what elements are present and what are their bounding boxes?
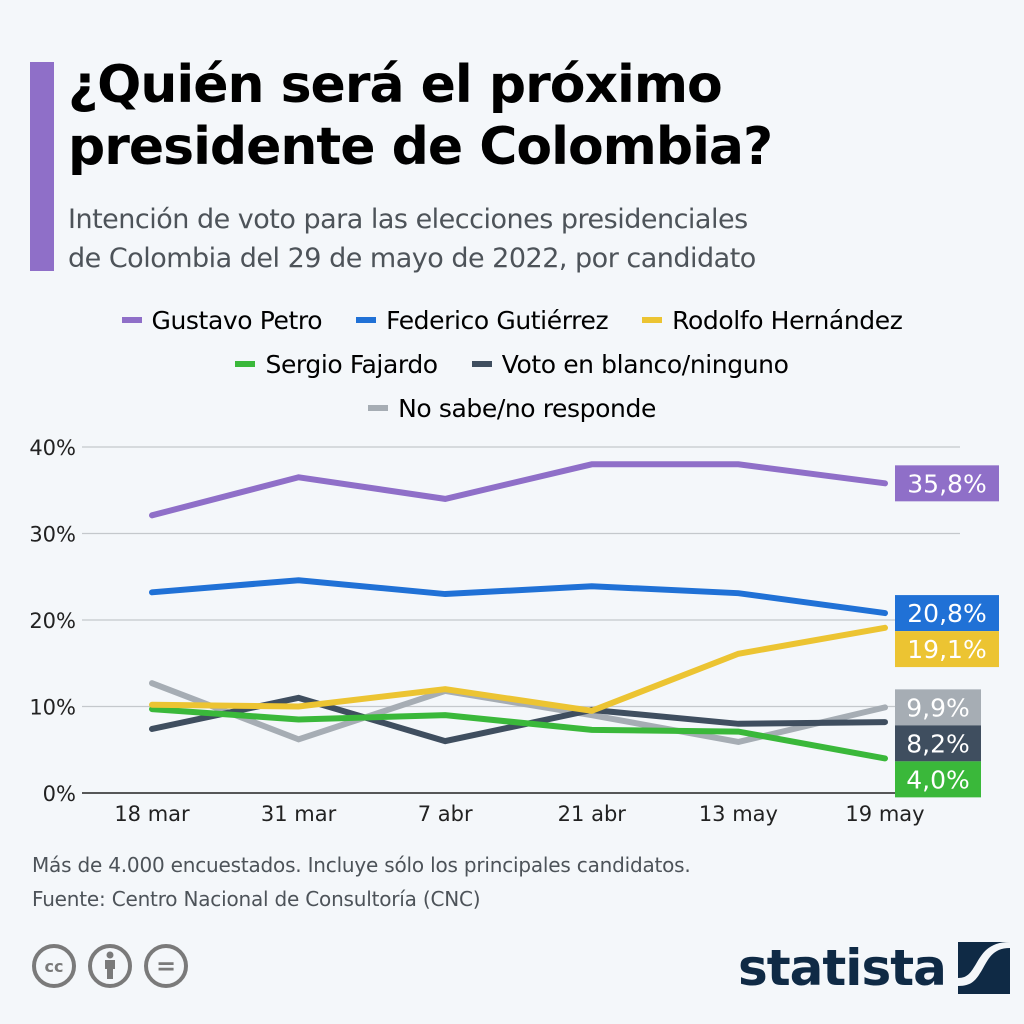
legend-label: Gustavo Petro	[151, 305, 323, 335]
subtitle-line-1: Intención de voto para las elecciones pr…	[68, 204, 748, 235]
end-label-text: 9,9%	[906, 693, 970, 722]
end-label-text: 35,8%	[907, 469, 986, 498]
nd-glyph: =	[155, 952, 177, 980]
legend-item-petro[interactable]: Gustavo Petro	[121, 305, 323, 335]
legend-swatch-petro	[121, 317, 142, 323]
legend-swatch-hernandez	[642, 317, 663, 323]
legend-item-nsnr[interactable]: No sabe/no responde	[368, 394, 656, 423]
legend-row-3: No sabe/no responde	[0, 386, 1024, 430]
no-derivatives-icon[interactable]: =	[144, 944, 188, 988]
chart-title: ¿Quién será el próximo presidente de Col…	[68, 54, 1008, 178]
legend-label: Federico Gutiérrez	[386, 305, 609, 335]
x-tick-label: 7 abr	[418, 802, 473, 826]
legend-item-blanco[interactable]: Voto en blanco/ninguno	[471, 349, 789, 379]
end-label-text: 20,8%	[907, 599, 986, 628]
end-label: 19,1%	[895, 631, 999, 668]
legend-row-2: Sergio Fajardo Voto en blanco/ninguno	[0, 342, 1024, 386]
statista-mark-icon	[957, 942, 1010, 994]
legend-label: No sabe/no responde	[398, 393, 656, 423]
x-tick-label: 13 may	[699, 802, 778, 826]
legend-swatch-nsnr	[368, 405, 389, 411]
series-lines	[149, 461, 888, 762]
end-label-box	[895, 631, 999, 668]
title-line-2: presidente de Colombia?	[68, 117, 773, 177]
attribution-icon[interactable]	[88, 944, 132, 988]
series-line-federico-guti-rrez	[149, 577, 888, 617]
legend-swatch-blanco	[471, 361, 492, 367]
cc-glyph: cc	[44, 956, 64, 976]
cc-icon[interactable]: cc	[32, 944, 76, 988]
end-label-box	[895, 689, 981, 726]
x-tick-label: 31 mar	[261, 802, 337, 826]
end-label: 4,0%	[895, 761, 981, 798]
end-label-box	[895, 465, 999, 502]
series-line-sergio-fajardo	[149, 706, 888, 762]
x-axis-ticks: 18 mar 31 mar 7 abr 21 abr 13 may 19 may	[114, 802, 924, 826]
subtitle-line-2: de Colombia del 29 de mayo de 2022, por …	[68, 243, 756, 274]
y-tick-label: 30%	[29, 523, 76, 547]
footnote: Más de 4.000 encuestados. Incluye sólo l…	[32, 848, 691, 916]
legend-item-fajardo[interactable]: Sergio Fajardo	[235, 349, 438, 379]
series-line-no-sabe-no-responde	[149, 680, 888, 746]
person-glyph	[105, 951, 115, 979]
end-label: 35,8%	[895, 465, 999, 502]
title-accent-bar	[30, 62, 54, 271]
legend-item-gutierrez[interactable]: Federico Gutiérrez	[356, 305, 609, 335]
x-tick-label: 21 abr	[558, 802, 627, 826]
legend-label: Voto en blanco/ninguno	[501, 349, 789, 379]
series-line-rodolfo-hern-ndez	[149, 624, 888, 714]
y-axis-ticks: 0% 10% 20% 30% 40%	[29, 436, 76, 806]
y-tick-label: 0%	[43, 782, 76, 806]
line-chart: 0% 10% 20% 30% 40% 18 mar 31 mar 7 abr 21 abr 13…	[29, 436, 999, 826]
legend: Gustavo Petro Federico Gutiérrez Rodolfo…	[0, 298, 1024, 430]
legend-row-1: Gustavo Petro Federico Gutiérrez Rodolfo…	[0, 298, 1024, 342]
legend-swatch-fajardo	[235, 361, 256, 367]
end-label: 9,9%	[895, 689, 981, 726]
end-label: 20,8%	[895, 595, 999, 632]
legend-swatch-gutierrez	[356, 317, 377, 323]
end-label-box	[895, 725, 981, 762]
end-label-box	[895, 761, 981, 798]
end-labels: 35,8% 20,8% 19,1% 9,9% 8,2% 4,0%	[895, 465, 999, 798]
end-label-text: 4,0%	[906, 765, 970, 794]
y-tick-label: 40%	[29, 436, 76, 460]
x-tick-label: 18 mar	[114, 802, 190, 826]
survey-note: Más de 4.000 encuestados. Incluye sólo l…	[32, 853, 691, 877]
legend-label: Rodolfo Hernández	[672, 305, 903, 335]
end-label: 8,2%	[895, 725, 981, 762]
title-line-1: ¿Quién será el próximo	[68, 55, 723, 115]
end-label-text: 19,1%	[907, 635, 986, 664]
brand-name: statista	[738, 939, 947, 997]
chart-subtitle: Intención de voto para las elecciones pr…	[68, 200, 1008, 278]
x-tick-label: 19 may	[845, 802, 924, 826]
series-line-voto-en-blanco-ninguno	[149, 694, 888, 745]
license-icons[interactable]: cc =	[32, 944, 188, 988]
statista-logo[interactable]: statista	[738, 938, 1010, 998]
end-label-text: 8,2%	[906, 729, 970, 758]
end-label-box	[895, 595, 999, 632]
source-note[interactable]: Fuente: Centro Nacional de Consultoría (…	[32, 887, 481, 911]
y-tick-label: 20%	[29, 609, 76, 633]
legend-label: Sergio Fajardo	[265, 349, 438, 379]
legend-item-hernandez[interactable]: Rodolfo Hernández	[642, 305, 903, 335]
y-tick-label: 10%	[29, 696, 76, 720]
series-line-gustavo-petro	[149, 461, 888, 519]
